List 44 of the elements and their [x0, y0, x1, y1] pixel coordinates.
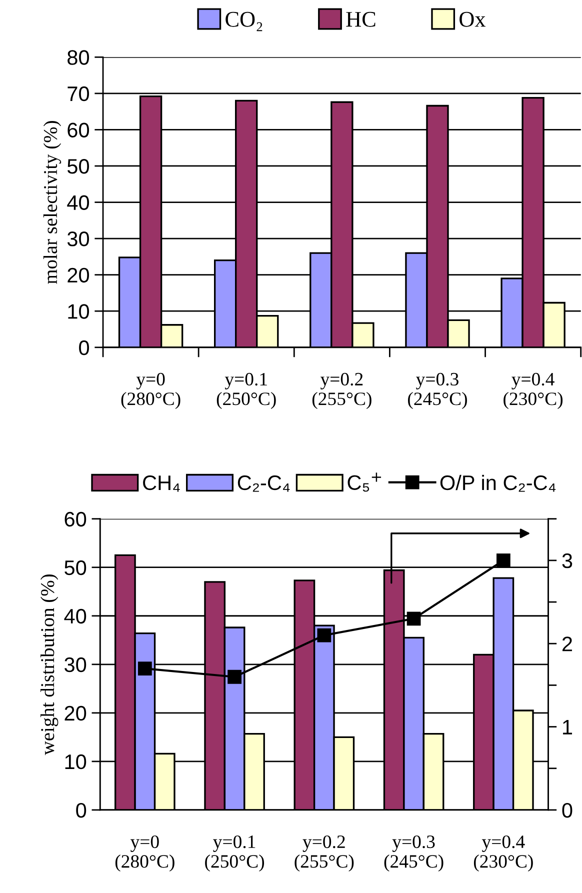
x-tick-label: y=0.2 (255°C) [294, 835, 354, 872]
x-tick-label: y=0.3 (245°C) [408, 372, 467, 409]
y-tick-label: 50 [64, 560, 86, 576]
point [406, 612, 421, 626]
x-tick-label: y=0.1 (250°C) [216, 372, 276, 409]
x-tick-label: y=0.3 (245°C) [384, 835, 444, 872]
y-tick-label: 10 [65, 754, 86, 770]
y-axis-title: weight distribution (%) [40, 574, 58, 756]
legend-label: C₂-C₄ [238, 475, 290, 492]
x-tick-label: y=0 (280°C) [121, 372, 180, 409]
point [228, 670, 242, 684]
y-tick-label: 80 [68, 50, 90, 65]
y2-tick-label: 3 [562, 553, 572, 568]
point [496, 553, 510, 568]
legend-label: Ox [460, 12, 486, 27]
y-tick-label: 20 [68, 268, 90, 283]
y-tick-label: 0 [76, 802, 86, 818]
x-tick-label: y=0.1 (250°C) [205, 835, 264, 872]
y-tick-label: 70 [68, 86, 90, 102]
y-tick-label: 60 [64, 512, 86, 527]
x-tick-label: y=0.2 (255°C) [312, 372, 372, 409]
legend-label: CH₄ [143, 475, 180, 492]
x-tick-label: y=0 (280°C) [115, 835, 174, 872]
y-axis-title: molar selectivity (%) [43, 121, 62, 284]
legend-label: O/P in C₂-C₄ [440, 474, 556, 492]
y-tick-label: 30 [67, 232, 90, 246]
legend-label: HC [346, 12, 376, 27]
point [317, 628, 332, 642]
y-tick-label: 40 [67, 195, 90, 210]
y-tick-label: 20 [64, 706, 86, 721]
y2-tick-label: 0 [562, 802, 572, 818]
legend-label: C₅$^{+}$ [348, 472, 382, 492]
y-tick-label: 10 [68, 304, 90, 319]
y-tick-label: 30 [64, 657, 86, 672]
y-tick-label: 0 [79, 340, 90, 356]
legend-label: CO₂ [226, 12, 262, 32]
y-tick-label: 50 [67, 158, 90, 174]
x-tick-label: y=0.4 (230°C) [504, 372, 563, 409]
y-tick-label: 60 [68, 122, 90, 138]
point [138, 662, 152, 676]
y-tick-label: 40 [64, 608, 86, 624]
y2-tick-label: 2 [562, 636, 572, 652]
y2-tick-label: 1 [563, 720, 572, 734]
x-tick-label: y=0.4 (230°C) [474, 835, 533, 872]
